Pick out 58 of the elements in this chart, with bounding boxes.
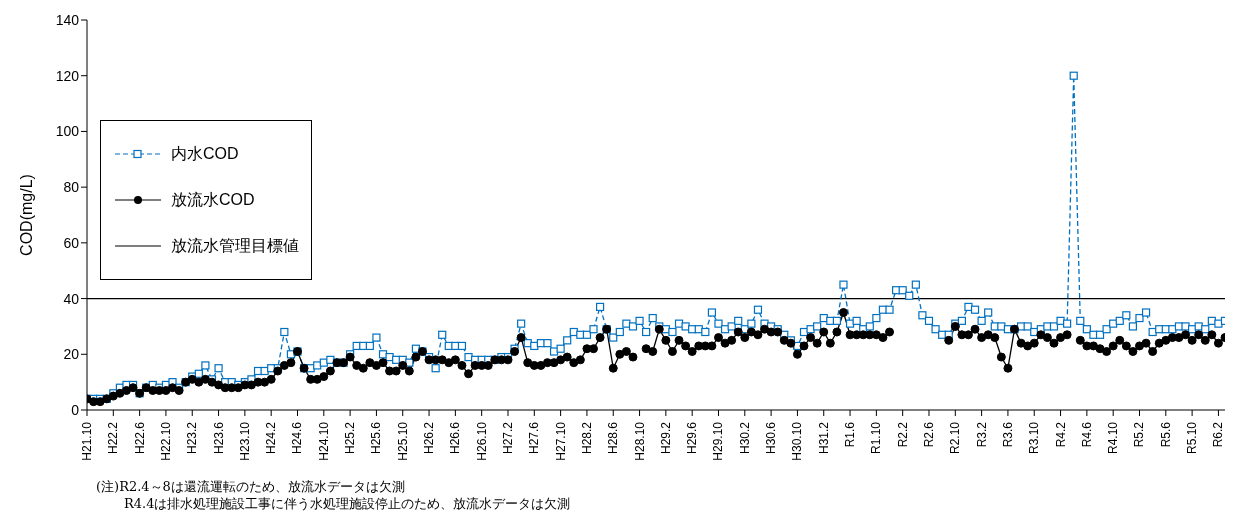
x-tick-label: R5.10 [1185,421,1200,455]
x-tick-label: H29.2 [658,421,673,455]
x-tick-label: H29.6 [685,421,700,455]
legend-label: 内水COD [171,143,239,164]
x-tick-label: H24.6 [290,421,305,455]
x-tick-label: H27.2 [500,421,515,455]
x-tick-label: R3.6 [1000,421,1015,448]
x-tick-label: H22.10 [158,421,173,461]
x-tick-label: H25.2 [343,421,358,455]
x-tick-label: H25.10 [395,421,410,461]
y-tick-label: 100 [55,123,80,140]
x-tick-label: R3.10 [1027,421,1042,455]
x-tick-label: R2.6 [921,421,936,448]
y-axis-title: COD(mg/L) [17,174,35,256]
x-tick-label: R1.10 [869,421,884,455]
x-tick-label: H26.10 [474,421,489,461]
x-tick-label: H22.6 [132,421,147,455]
text: (注)R2.4～8は還流運転のため、放流水データは欠測 [96,478,406,495]
x-tick-label: R2.10 [948,421,963,455]
x-tick-label: H30.6 [764,421,779,455]
x-tick-label: H28.6 [606,421,621,455]
x-tick-label: H30.10 [790,421,805,461]
x-tick-label: R1.6 [843,421,858,448]
x-tick-label: H28.10 [632,421,647,461]
y-tick-label: 80 [63,179,80,196]
x-tick-label: H27.10 [553,421,568,461]
y-tick-label: 0 [71,401,80,418]
x-tick-label: H22.2 [106,421,121,455]
text: R4.4は排水処理施設工事に伴う水処理施設停止のため、放流水データは欠測 [123,495,572,512]
y-tick-label: 140 [55,11,80,28]
x-tick-label: R6.2 [1211,421,1226,448]
x-tick-label: R5.2 [1132,421,1147,448]
x-tick-label: H29.10 [711,421,726,461]
x-tick-label: H23.10 [237,421,252,461]
y-tick-label: 20 [63,346,80,363]
x-tick-label: H23.6 [211,421,226,455]
x-tick-label: H24.2 [264,421,279,455]
x-tick-label: R4.6 [1079,421,1094,448]
y-tick-label: 60 [63,234,80,251]
x-tick-label: H28.2 [579,421,594,455]
x-tick-label: H27.6 [527,421,542,455]
x-tick-label: R4.2 [1053,421,1068,448]
y-tick-label: 120 [55,67,80,84]
x-tick-label: H26.6 [448,421,463,455]
x-tick-label: H30.2 [737,421,752,455]
x-tick-label: H31.2 [816,421,831,455]
x-tick-label: H21.10 [80,421,94,461]
x-tick-label: R5.6 [1158,421,1173,448]
legend-label: 放流水COD [171,189,255,210]
x-tick-label: R2.2 [895,421,910,448]
x-tick-label: H26.2 [422,421,437,455]
x-tick-label: R4.10 [1106,421,1121,455]
x-tick-label: H24.10 [316,421,331,461]
x-tick-label: R3.2 [974,421,989,448]
legend-label: 放流水管理目標値 [171,235,299,256]
x-tick-label: H23.2 [185,421,200,455]
x-tick-label: H25.6 [369,421,384,455]
y-tick-label: 40 [63,290,80,307]
